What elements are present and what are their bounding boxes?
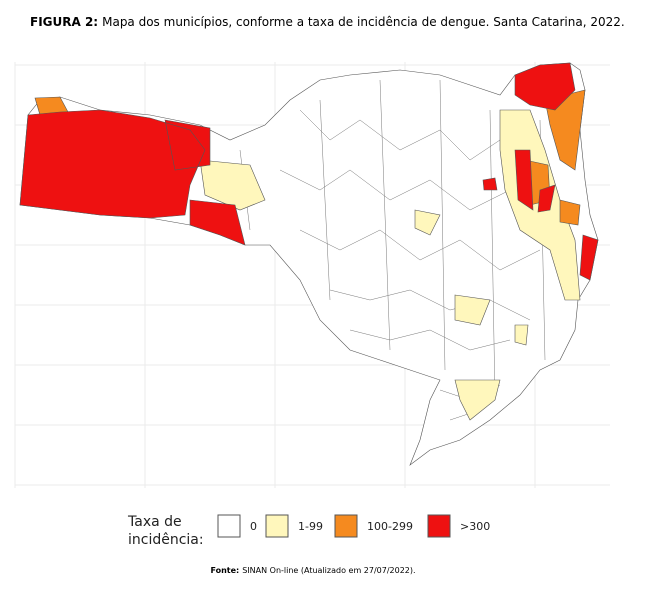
legend-swatch	[427, 514, 451, 538]
caption-label: FIGURA 2:	[30, 15, 98, 29]
legend-label: >300	[460, 520, 490, 533]
legend-swatch	[217, 514, 241, 538]
legend-label: 100-299	[367, 520, 413, 533]
legend-swatch	[334, 514, 358, 538]
source-text: SINAN On-line (Atualizado em 27/07/2022)…	[242, 566, 415, 575]
map	[19, 62, 599, 466]
source: Fonte: SINAN On-line (Atualizado em 27/07…	[210, 566, 415, 575]
caption-text: Mapa dos municípios, conforme a taxa de …	[102, 15, 625, 29]
region-high	[19, 62, 599, 281]
legend: Taxa de incidência: 0 1-99 100-299 >300	[127, 514, 490, 548]
region-low	[199, 109, 581, 421]
source-label: Fonte:	[210, 566, 239, 575]
legend-title: incidência:	[128, 532, 204, 548]
legend-label: 1-99	[298, 520, 323, 533]
caption: FIGURA 2: Mapa dos municípios, conforme a…	[30, 15, 625, 29]
legend-title: Taxa de	[127, 514, 182, 530]
legend-label: 0	[250, 520, 257, 533]
legend-swatch	[265, 514, 289, 538]
